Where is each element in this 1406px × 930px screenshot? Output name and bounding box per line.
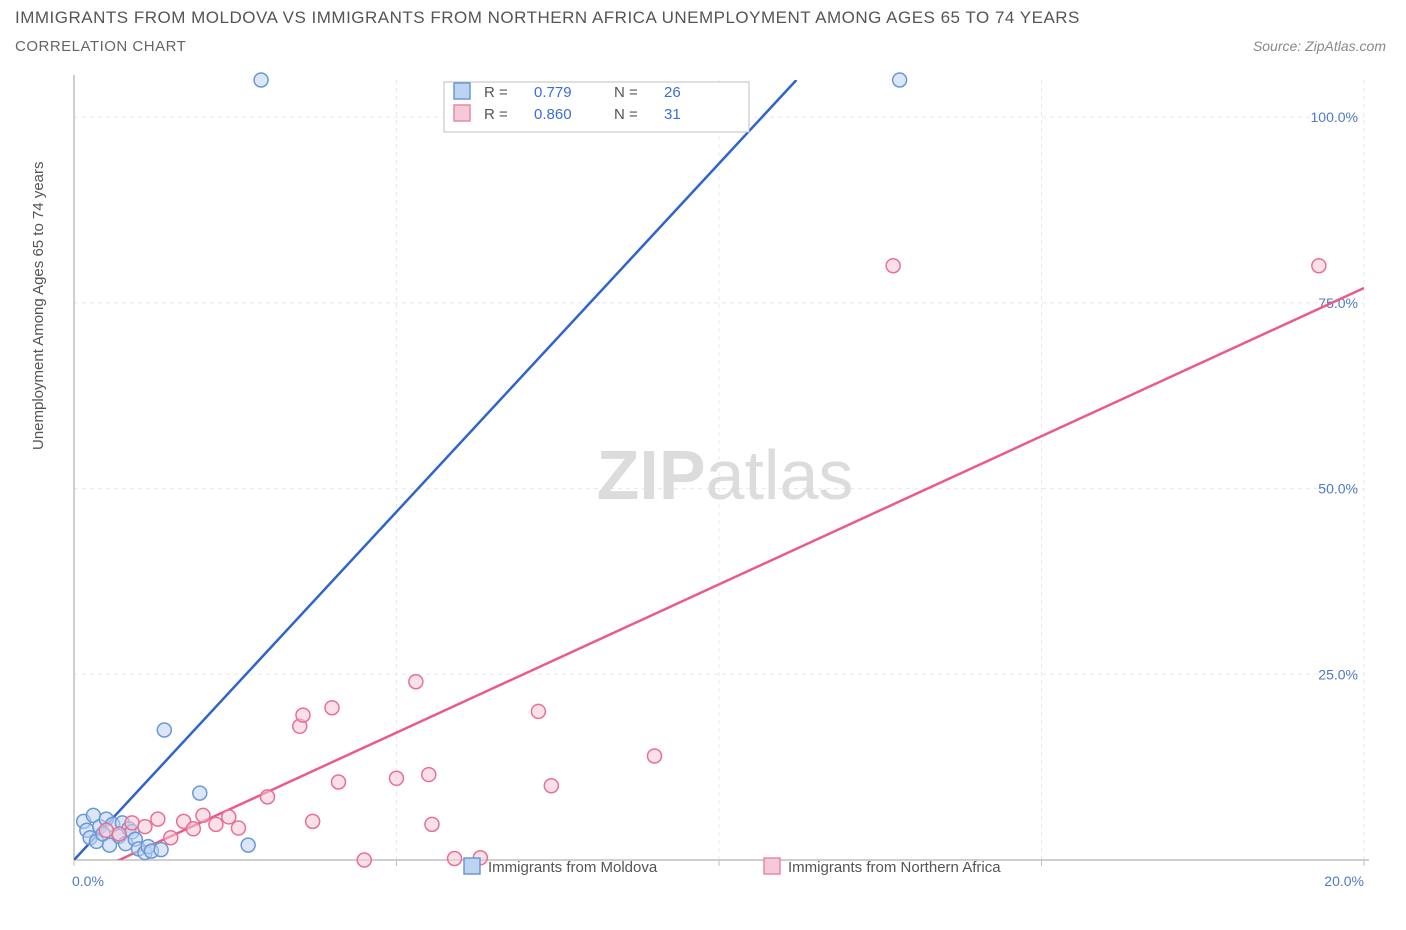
svg-text:N =: N = — [614, 84, 638, 101]
svg-text:0.0%: 0.0% — [72, 873, 104, 889]
svg-text:Immigrants from Northern Afric: Immigrants from Northern Africa — [788, 859, 1001, 876]
chart-title: IMMIGRANTS FROM MOLDOVA VS IMMIGRANTS FR… — [15, 8, 1080, 28]
svg-text:31: 31 — [664, 106, 681, 123]
svg-text:0.860: 0.860 — [534, 106, 572, 123]
svg-text:20.0%: 20.0% — [1324, 873, 1364, 889]
svg-text:25.0%: 25.0% — [1318, 666, 1358, 682]
svg-text:R =: R = — [484, 84, 508, 101]
svg-text:75.0%: 75.0% — [1318, 295, 1358, 311]
y-axis-label: Unemployment Among Ages 65 to 74 years — [30, 161, 47, 450]
svg-text:Immigrants from Moldova: Immigrants from Moldova — [488, 859, 658, 876]
scatter-svg: 25.0% 50.0% 75.0% 100.0% 0.0% 20.0% R = 0.779 N … — [64, 70, 1386, 900]
chart-subtitle: CORRELATION CHART — [15, 38, 186, 55]
svg-text:R =: R = — [484, 106, 508, 123]
plot-area: ZIPatlas 25.0%50.0%75.0%100.0%0.0%20.0%R… — [64, 70, 1386, 880]
chart-container: IMMIGRANTS FROM MOLDOVA VS IMMIGRANTS FR… — [0, 0, 1406, 930]
svg-text:26: 26 — [664, 84, 681, 101]
svg-text:0.779: 0.779 — [534, 84, 572, 101]
svg-text:N =: N = — [614, 106, 638, 123]
svg-text:50.0%: 50.0% — [1318, 481, 1358, 497]
source-label: Source: ZipAtlas.com — [1253, 38, 1386, 54]
svg-text:100.0%: 100.0% — [1311, 109, 1358, 125]
